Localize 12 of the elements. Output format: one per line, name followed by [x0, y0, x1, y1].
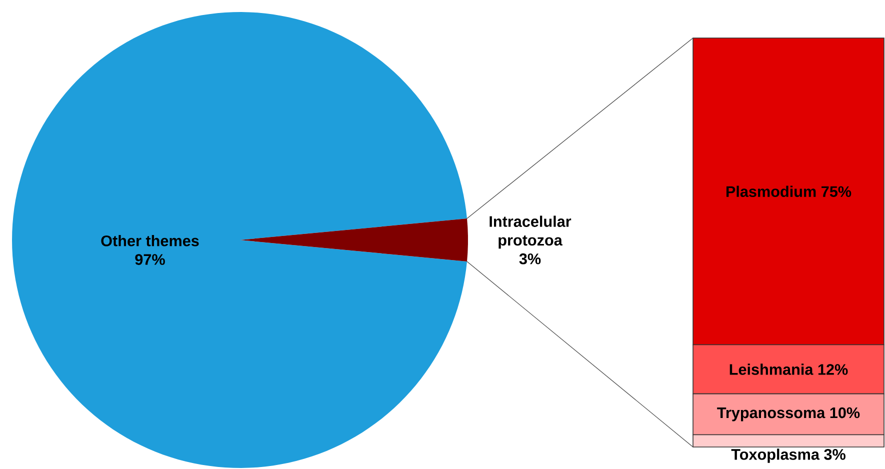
slice-label: Other themes	[101, 235, 199, 246]
series-label: Trypanossoma	[717, 408, 826, 422]
data-label: 3%	[824, 449, 846, 460]
data-label: 75%	[822, 186, 852, 197]
data-label: 97%	[135, 254, 165, 265]
series-label: Leishmania	[730, 364, 814, 375]
series-label: Toxoplasma	[731, 448, 820, 463]
data-label: 10%	[830, 407, 860, 418]
data-label: 12%	[818, 364, 848, 375]
slice-label: Intracelular protozoa	[490, 216, 572, 249]
series-label: Plasmodium	[726, 186, 816, 197]
data-label: 3%	[519, 253, 541, 264]
